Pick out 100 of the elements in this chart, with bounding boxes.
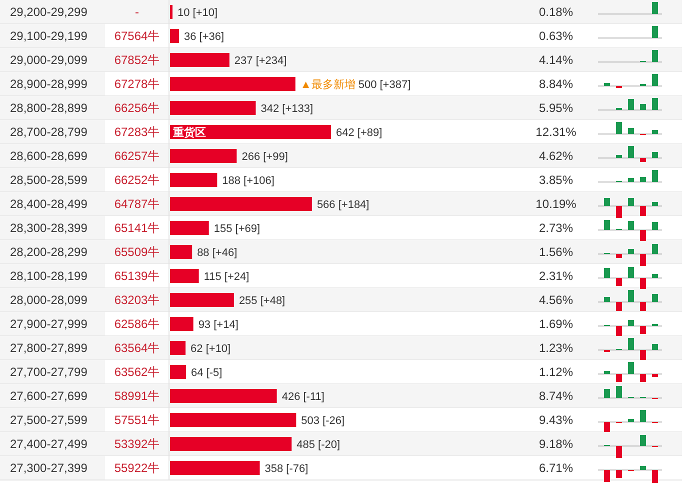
bar <box>170 341 186 355</box>
y-tick-label: 27,700-27,799 <box>10 365 88 380</box>
bar <box>170 389 277 403</box>
data-label: ▲最多新增 500 [+387] <box>300 78 411 91</box>
text: - <box>135 5 139 20</box>
text: 9.18% <box>538 437 574 452</box>
y-tick-label: 27,800-27,899 <box>10 341 88 356</box>
data-label: 642 [+89] <box>336 126 382 139</box>
text: 2.73% <box>538 221 574 236</box>
bar <box>170 269 199 283</box>
y-tick-label: 28,500-28,599 <box>10 173 88 188</box>
y-tick-label: 29,000-29,099 <box>10 53 88 68</box>
data-label: 358 [-76] <box>264 462 308 475</box>
text: 5.95% <box>538 101 574 116</box>
text: 0.18% <box>538 5 574 20</box>
data-label: 64 [-5] <box>191 366 222 379</box>
bar <box>170 101 256 115</box>
text: 63564牛 <box>114 341 160 356</box>
text: 63562牛 <box>114 365 160 380</box>
y-tick-label: 27,500-27,599 <box>10 413 88 428</box>
y-tick-label: 27,300-27,399 <box>10 461 88 476</box>
bar <box>170 221 209 235</box>
text: 9.43% <box>538 413 574 428</box>
y-tick-label: 28,300-28,399 <box>10 221 88 236</box>
bar <box>170 317 194 331</box>
text: 66257牛 <box>114 149 160 164</box>
bar <box>170 53 230 67</box>
text: 57551牛 <box>114 413 160 428</box>
data-label: 155 [+69] <box>214 222 260 235</box>
data-label: 426 [-11] <box>282 390 324 403</box>
data-label: 342 [+133] <box>260 102 314 115</box>
text: 1.56% <box>538 245 574 260</box>
y-tick-label: 28,000-28,099 <box>10 293 88 308</box>
y-tick-label: 28,100-28,199 <box>10 269 88 284</box>
text: 4.62% <box>538 149 574 164</box>
data-label: 566 [+184] <box>316 198 370 211</box>
text: 10.19% <box>536 197 577 212</box>
bar <box>170 293 234 307</box>
text: 4.14% <box>538 53 574 68</box>
text: 2.31% <box>538 269 574 284</box>
text: 58991牛 <box>114 389 160 404</box>
text: 67283牛 <box>114 125 160 140</box>
text: 12.31% <box>536 125 577 140</box>
data-label: 485 [-20] <box>296 438 340 451</box>
text: 6.71% <box>538 461 574 476</box>
bar <box>170 149 237 163</box>
text: 64787牛 <box>114 197 160 212</box>
data-label: 36 [+36] <box>184 30 224 43</box>
y-tick-label: 28,400-28,499 <box>10 197 88 212</box>
y-tick-label: 27,600-27,699 <box>10 389 88 404</box>
y-tick-label: 28,200-28,299 <box>10 245 88 260</box>
bar <box>170 437 292 451</box>
bar <box>170 29 180 43</box>
text: 67852牛 <box>114 53 160 68</box>
text: 1.12% <box>538 365 574 380</box>
y-tick-label: 27,400-27,499 <box>10 437 88 452</box>
y-tick-label: 28,800-28,899 <box>10 101 88 116</box>
data-label: 255 [+48] <box>238 294 286 307</box>
bar <box>170 173 218 187</box>
data-label: 237 [+234] <box>234 54 287 67</box>
y-tick-label: 29,200-29,299 <box>10 5 88 20</box>
text: 1.23% <box>538 341 574 356</box>
text: 62586牛 <box>114 317 160 332</box>
text: 4.56% <box>538 293 574 308</box>
data-label: 503 [-26] <box>301 414 345 427</box>
bar <box>170 197 312 211</box>
data-label: 88 [+46] <box>197 246 238 259</box>
bar <box>170 413 296 427</box>
text: 53392牛 <box>114 437 160 452</box>
data-label: 266 [+99] <box>242 150 288 163</box>
text: 55922牛 <box>114 461 160 476</box>
data-label: 10 [+10] <box>178 6 218 19</box>
text: 67564牛 <box>114 29 160 44</box>
text: 8.74% <box>538 389 574 404</box>
y-tick-label: 28,700-28,799 <box>10 125 88 140</box>
y-tick-label: 28,600-28,699 <box>10 149 88 164</box>
text: 0.63% <box>538 29 574 44</box>
data-label: 115 [+24] <box>204 270 250 283</box>
text: 63203牛 <box>114 293 160 308</box>
bar <box>170 245 192 259</box>
text: 65139牛 <box>114 269 160 284</box>
bar <box>170 5 173 19</box>
text: 8.84% <box>538 77 574 92</box>
text: 66252牛 <box>114 173 160 188</box>
text: 1.69% <box>538 317 574 332</box>
bar <box>170 461 260 475</box>
text: 3.85% <box>538 173 574 188</box>
text: 66256牛 <box>114 101 160 116</box>
y-tick-label: 27,900-27,999 <box>10 317 88 332</box>
bar <box>170 365 186 379</box>
text: 65509牛 <box>114 245 160 260</box>
text: 65141牛 <box>114 221 160 236</box>
data-label: 93 [+14] <box>198 318 238 331</box>
y-tick-label: 29,100-29,199 <box>10 29 88 44</box>
bar <box>170 77 296 91</box>
y-tick-label: 28,900-28,999 <box>10 77 88 92</box>
data-label: 188 [+106] <box>222 174 274 187</box>
text: 67278牛 <box>114 77 160 92</box>
data-label: 62 [+10] <box>190 342 231 355</box>
annotation: 重货区 <box>172 126 206 139</box>
